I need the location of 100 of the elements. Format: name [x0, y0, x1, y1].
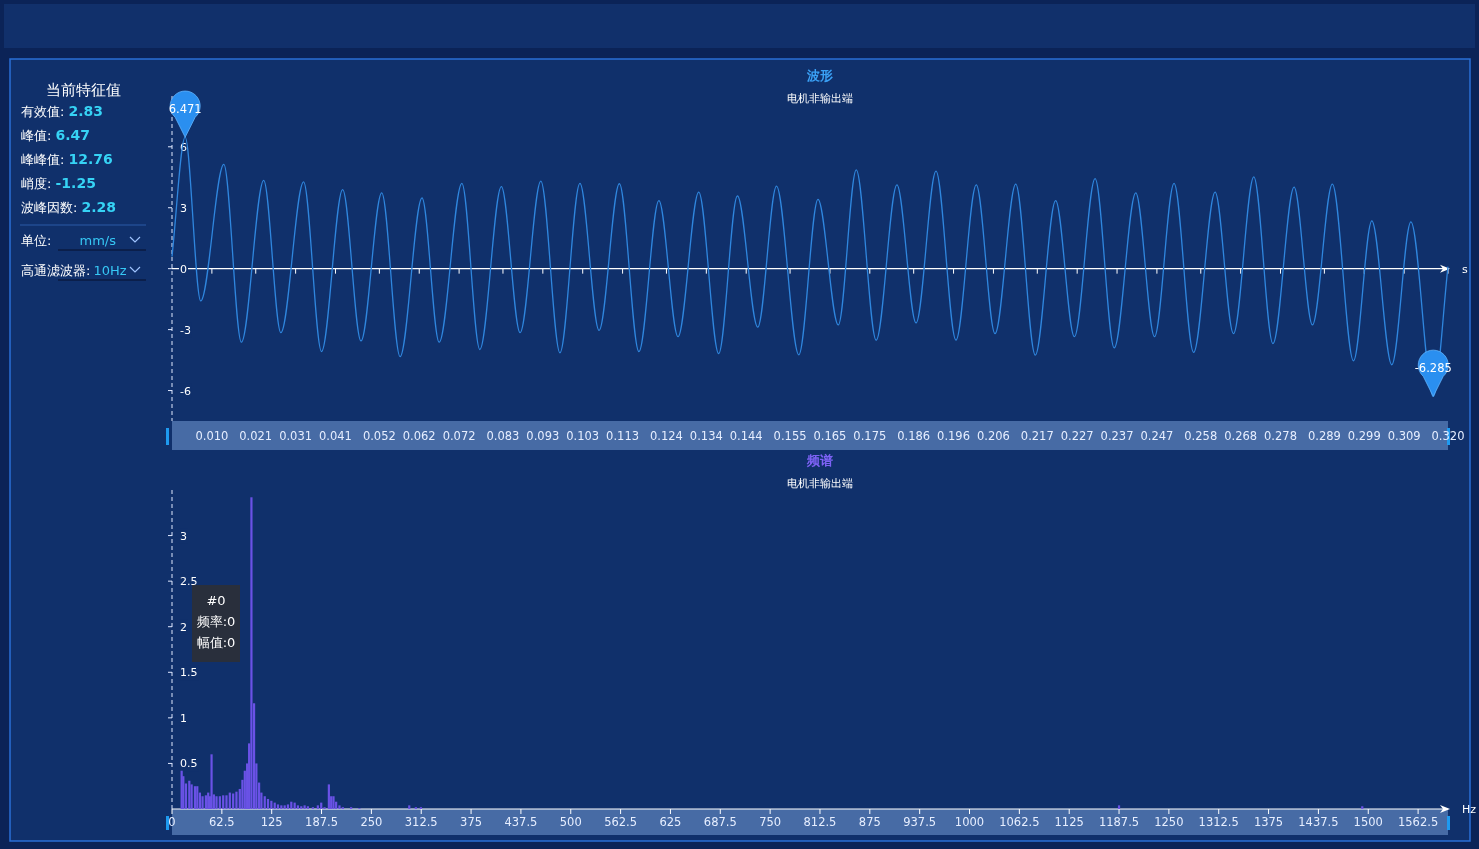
x-tick-label: 0.093 — [526, 428, 560, 443]
x-tick-label: 0.320 — [1431, 428, 1465, 443]
bar — [276, 804, 280, 809]
x-tick-label: 0.227 — [1060, 428, 1094, 443]
x-tick-label: 500 — [559, 815, 582, 829]
x-tick-label: 0.206 — [976, 428, 1010, 443]
x-tick-label: 0.010 — [195, 428, 229, 443]
x-tick-label: 0.217 — [1020, 428, 1054, 443]
x-tick-label: 0.186 — [897, 428, 931, 443]
x-tick-label: 0.299 — [1347, 428, 1381, 443]
x-axis-title: Hz — [1462, 803, 1477, 816]
bar — [327, 784, 330, 809]
x-tick-label: 0.072 — [442, 428, 476, 443]
x-tick-label: 0.113 — [606, 428, 640, 443]
bar — [300, 806, 303, 809]
text: 单位: mm/s — [21, 233, 116, 248]
x-tick-label: 0.196 — [937, 428, 971, 443]
bar — [201, 796, 204, 809]
x-tick-label: 125 — [260, 815, 283, 829]
bar — [306, 806, 309, 809]
y-tick-label: 6 — [180, 140, 187, 154]
x-tick-label: 812.5 — [803, 815, 837, 829]
x-tick-label: 0.021 — [239, 428, 273, 443]
bar — [408, 805, 411, 809]
bar — [190, 784, 193, 809]
x-tick-label: 1437.5 — [1298, 815, 1339, 829]
bar — [210, 754, 213, 809]
bar — [263, 796, 266, 809]
x-tick-label: 0.103 — [566, 428, 600, 443]
x-tick-label: 0.237 — [1100, 428, 1134, 443]
x-tick-label: 750 — [759, 815, 782, 829]
x-tick-label: 1187.5 — [1098, 815, 1140, 829]
chart-subtitle: 电机非输出端 — [787, 477, 853, 490]
bar — [316, 805, 319, 809]
text: 高通滤波器:10Hz — [21, 263, 127, 278]
bar — [196, 786, 199, 809]
bar — [193, 786, 197, 809]
y-tick-label: -6 — [180, 384, 191, 398]
x-tick-label: 0.144 — [729, 428, 763, 443]
y-tick-label: 1.5 — [180, 666, 198, 680]
x-tick-label: 0.155 — [773, 428, 807, 443]
x-tick-label: 312.5 — [404, 815, 438, 829]
x-tick-label: 1312.5 — [1198, 815, 1239, 829]
x-tick-label: 875 — [858, 815, 881, 829]
bar — [296, 805, 300, 809]
x-tick-label: 250 — [360, 815, 383, 829]
x-tick-label: 0.031 — [279, 428, 313, 443]
line-series — [171, 136, 1449, 397]
x-tick-label: 0.165 — [813, 428, 847, 443]
x-tick-label: 687.5 — [703, 815, 737, 829]
y-tick-label: -3 — [180, 323, 191, 337]
y-tick-label: 2 — [180, 620, 187, 634]
x-tick-label: 562.5 — [604, 815, 638, 829]
bar — [1117, 805, 1121, 809]
x-tick-label: 0.175 — [853, 428, 887, 443]
x-tick-label: 0.247 — [1140, 428, 1174, 443]
x-tick-label: 0.268 — [1224, 428, 1258, 443]
x-tick-label: 187.5 — [305, 815, 338, 829]
text: 峰值: 6.47 — [21, 127, 91, 143]
x-tick-label: 1062.5 — [999, 815, 1040, 829]
y-tick-label: 1 — [180, 711, 187, 725]
bar — [188, 780, 191, 809]
x-tick-label: 0.134 — [689, 428, 723, 443]
bar — [218, 796, 221, 809]
x-tick-label: 437.5 — [504, 815, 538, 829]
y-tick-label: 3 — [180, 529, 187, 543]
x-tick-label: 0.062 — [402, 428, 436, 443]
x-tick-label: 0.309 — [1387, 428, 1421, 443]
y-tick-label: 2.5 — [180, 575, 198, 589]
text: 峭度: -1.25 — [21, 175, 96, 191]
annotation: #0 — [206, 593, 226, 608]
x-tick-label: 0.124 — [649, 428, 683, 443]
x-tick-label: 0.041 — [319, 428, 352, 443]
bar — [1361, 806, 1364, 809]
x-tick-label: 1500 — [1353, 815, 1383, 829]
text: 峰峰值: 12.76 — [21, 151, 113, 167]
annotation: 频率:0 — [196, 614, 236, 629]
x-tick-label: 0.258 — [1184, 428, 1218, 443]
chart-title: 波形 — [806, 68, 833, 83]
x-tick-label: 1125 — [1054, 815, 1084, 829]
y-tick-label: 3 — [180, 201, 187, 215]
chart-subtitle: 电机非输出端 — [787, 92, 853, 105]
bar — [250, 497, 253, 809]
y-tick-label: 0.5 — [180, 757, 198, 771]
x-axis-title: s — [1462, 262, 1468, 276]
x-tick-label: 0 — [168, 815, 176, 829]
bar — [283, 805, 286, 809]
x-tick-label: 1250 — [1154, 815, 1184, 829]
x-tick-label: 1000 — [954, 815, 985, 829]
x-tick-label: 0.278 — [1264, 428, 1297, 443]
y-tick-label: 0 — [180, 262, 187, 276]
annotation: 幅值:0 — [196, 635, 236, 650]
bar — [286, 804, 290, 809]
x-tick-label: 937.5 — [903, 815, 937, 829]
x-tick-label: 625 — [659, 815, 682, 829]
x-tick-label: 0.052 — [362, 428, 396, 443]
bar — [266, 798, 270, 809]
x-tick-label: 62.5 — [209, 815, 235, 829]
bar — [215, 796, 218, 809]
text: 波峰因数: 2.28 — [21, 199, 117, 215]
